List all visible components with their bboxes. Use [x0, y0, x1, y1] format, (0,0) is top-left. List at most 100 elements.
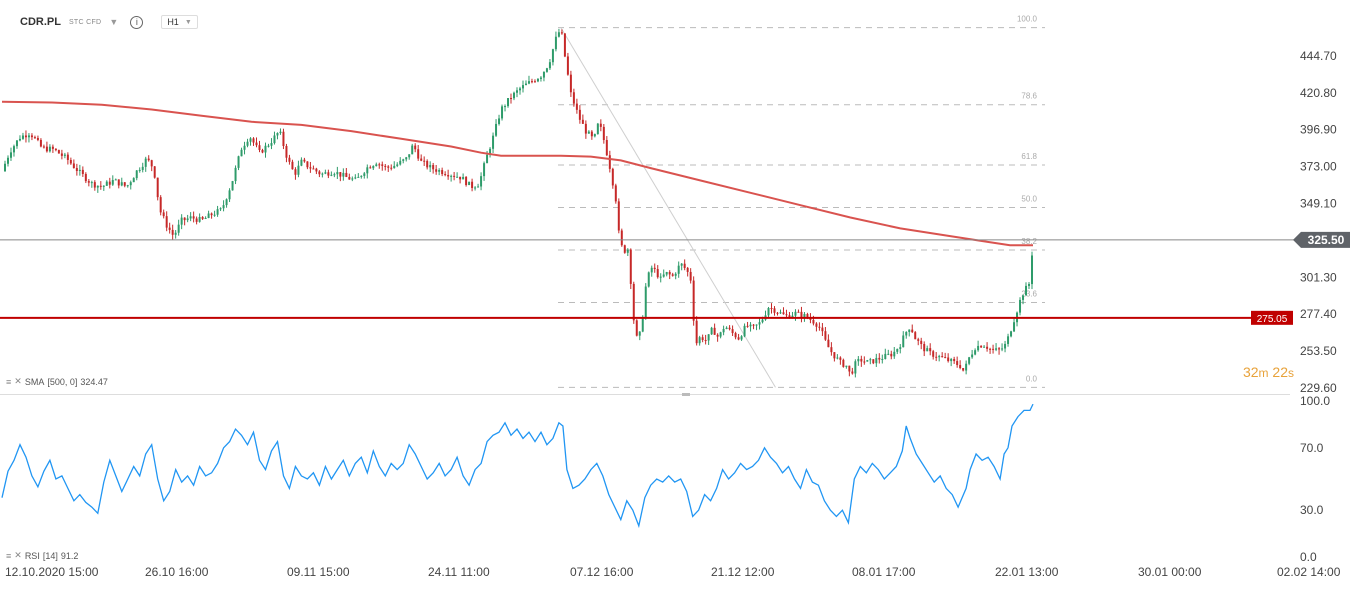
candle-body: [1025, 285, 1028, 296]
candle-body: [911, 329, 914, 333]
candle-body: [192, 216, 195, 219]
candle-body: [75, 167, 78, 171]
candle-body: [189, 216, 192, 219]
candle-body: [1031, 255, 1034, 285]
menu-icon[interactable]: ≡: [6, 550, 12, 561]
candle-body: [671, 274, 674, 276]
candle-body: [842, 359, 845, 367]
candle-body: [680, 263, 683, 266]
candle-body: [812, 319, 815, 324]
candle-body: [674, 273, 677, 276]
candle-body: [686, 267, 689, 272]
candle-body: [363, 173, 366, 176]
candle-body: [228, 190, 231, 200]
candle-body: [665, 272, 668, 275]
candle-body: [69, 159, 72, 164]
symbol-label[interactable]: CDR.PL: [20, 16, 61, 28]
candle-body: [27, 135, 30, 138]
candle-body: [405, 157, 408, 160]
price-tick-label: 349.10: [1300, 197, 1337, 211]
pane-resize-handle[interactable]: [682, 393, 690, 396]
candle-body: [584, 123, 587, 134]
candle-body: [57, 150, 60, 154]
candle-body: [252, 138, 255, 143]
candle-body: [782, 312, 785, 315]
candle-body: [923, 344, 926, 352]
candle-body: [638, 331, 641, 336]
candle-body: [162, 212, 165, 217]
candle-body: [186, 218, 189, 221]
candle-body: [135, 170, 138, 179]
candle-body: [521, 85, 524, 89]
candle-body: [770, 308, 773, 310]
candle-body: [477, 186, 480, 188]
candle-body: [980, 345, 983, 348]
candle-body: [138, 169, 141, 171]
candle-body: [435, 169, 438, 172]
candle-body: [126, 185, 129, 187]
candle-body: [291, 161, 294, 170]
candle-body: [620, 230, 623, 246]
menu-icon[interactable]: ≡: [6, 376, 12, 387]
rsi-params: [14]: [42, 550, 58, 561]
candle-body: [983, 346, 986, 348]
candle-body: [995, 348, 998, 350]
candle-body: [51, 146, 54, 149]
candle-body: [156, 177, 159, 198]
candle-body: [701, 337, 704, 341]
candle-body: [890, 353, 893, 357]
candle-body: [105, 181, 108, 186]
candle-body: [887, 353, 890, 355]
chart-header: CDR.PL STC CFD ▼ i H1 ▼: [20, 12, 198, 32]
candle-body: [396, 164, 399, 166]
countdown-seconds: 22: [1272, 364, 1288, 380]
close-icon[interactable]: ✕: [14, 550, 22, 560]
candle-body: [653, 267, 656, 270]
candle-body: [255, 142, 258, 146]
candle-body: [99, 185, 102, 187]
candle-body: [348, 176, 351, 180]
candle-body: [240, 149, 243, 157]
candle-body: [177, 224, 180, 233]
candle-body: [249, 138, 252, 142]
time-tick-label: 24.11 11:00: [428, 565, 490, 579]
candle-body: [518, 88, 521, 91]
rsi-name: RSI: [24, 550, 40, 561]
candle-body: [351, 178, 354, 180]
fibonacci-retracement[interactable]: 100.0 78.6 61.8 50.0 38.2 23.6 0.0: [558, 15, 1045, 388]
candle-body: [378, 164, 381, 166]
timeframe-select[interactable]: H1 ▼: [161, 15, 198, 29]
candle-body: [707, 334, 710, 341]
chevron-down-icon[interactable]: ▼: [109, 17, 119, 27]
info-icon[interactable]: i: [130, 15, 144, 29]
candle-body: [447, 174, 450, 177]
candle-body: [471, 181, 474, 188]
candle-body: [498, 118, 501, 124]
candlestick-series: [3, 28, 1034, 378]
candle-body: [243, 145, 246, 150]
candle-body: [219, 208, 222, 210]
candle-body: [893, 351, 896, 357]
candle-body: [755, 324, 758, 326]
candle-body: [195, 218, 198, 222]
candle-body: [926, 348, 929, 352]
candle-body: [566, 56, 569, 75]
trend-line[interactable]: [560, 27, 776, 388]
fib-level-label: 23.6: [1021, 289, 1037, 298]
candle-body: [495, 123, 498, 136]
candle-body: [303, 159, 306, 162]
candle-body: [992, 348, 995, 350]
close-icon[interactable]: ✕: [14, 376, 22, 386]
candle-body: [408, 154, 411, 158]
sma-params: [500, 0]: [47, 376, 78, 387]
candle-body: [225, 199, 228, 206]
candle-body: [740, 336, 743, 340]
candle-body: [917, 339, 920, 341]
candle-body: [282, 131, 285, 147]
candle-body: [725, 327, 728, 329]
candle-body: [839, 357, 842, 360]
candle-body: [39, 139, 42, 147]
candle-body: [423, 160, 426, 162]
rsi-value: 91.2: [60, 550, 79, 561]
